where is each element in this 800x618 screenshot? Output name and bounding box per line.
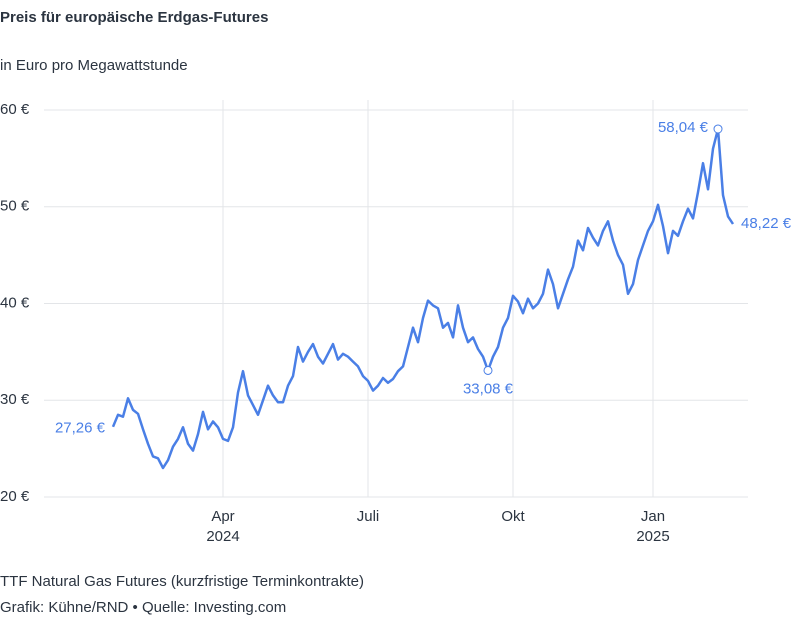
chart-title: Preis für europäische Erdgas-Futures (0, 9, 268, 26)
y-tick-label: 60 € (0, 101, 30, 118)
value-label: 33,08 € (463, 380, 514, 397)
chart-subtitle: in Euro pro Megawattstunde (0, 57, 188, 74)
y-tick-label: 20 € (0, 488, 30, 505)
point-marker (713, 124, 723, 134)
x-tick-label: Okt (501, 508, 525, 525)
note: TTF Natural Gas Futures (kurzfristige Te… (0, 573, 364, 590)
point-marker (483, 365, 493, 375)
y-tick-label: 30 € (0, 391, 30, 408)
x-tick-label: Apr (211, 508, 234, 525)
x-tick-label: 2025 (636, 528, 669, 545)
x-tick-label: 2024 (206, 528, 239, 545)
x-tick-label: Juli (357, 508, 380, 525)
value-label: 48,22 € (741, 215, 792, 232)
x-tick-label: Jan (641, 508, 665, 525)
source: Grafik: Kühne/RND • Quelle: Investing.co… (0, 599, 286, 616)
y-tick-label: 50 € (0, 198, 30, 215)
value-label: 58,04 € (658, 119, 709, 136)
value-label: 27,26 € (55, 420, 106, 437)
line (111, 127, 735, 470)
y-tick-label: 40 € (0, 294, 30, 311)
